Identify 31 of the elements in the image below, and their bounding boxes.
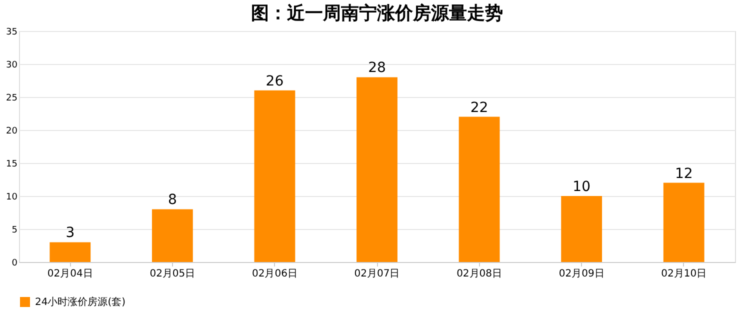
x-tick-label: 02月05日 bbox=[150, 268, 196, 280]
chart-title: 图：近一周南宁涨价房源量走势 bbox=[251, 3, 503, 24]
data-label: 12 bbox=[674, 166, 693, 182]
data-label: 3 bbox=[66, 225, 75, 242]
x-tick-label: 02月08日 bbox=[456, 268, 502, 280]
data-label: 26 bbox=[266, 73, 284, 90]
y-tick-label: 25 bbox=[6, 94, 18, 104]
data-label: 22 bbox=[470, 100, 488, 116]
bar bbox=[50, 242, 91, 262]
x-tick-label: 02月06日 bbox=[252, 268, 298, 280]
bar bbox=[254, 90, 296, 262]
bar bbox=[152, 209, 193, 262]
bar bbox=[663, 182, 704, 262]
bar bbox=[356, 77, 398, 262]
x-tick-label: 02月09日 bbox=[558, 268, 604, 280]
x-tick-label: 02月04日 bbox=[47, 268, 93, 280]
y-tick-label: 5 bbox=[12, 226, 18, 236]
x-tick-label: 02月07日 bbox=[354, 268, 400, 280]
bar bbox=[458, 116, 500, 262]
x-tick-label: 02月10日 bbox=[661, 268, 707, 280]
data-label: 28 bbox=[368, 60, 386, 76]
y-tick-label: 35 bbox=[6, 28, 18, 38]
y-tick-label: 0 bbox=[12, 258, 18, 268]
y-tick-label: 30 bbox=[6, 60, 18, 70]
y-tick-label: 20 bbox=[6, 126, 18, 136]
data-label: 8 bbox=[168, 192, 177, 208]
y-tick-label: 15 bbox=[6, 160, 18, 170]
data-label: 10 bbox=[572, 179, 590, 195]
y-tick-label: 10 bbox=[6, 192, 18, 202]
legend-label: 24小时涨价房源(套) bbox=[35, 296, 126, 308]
bar bbox=[561, 196, 602, 262]
